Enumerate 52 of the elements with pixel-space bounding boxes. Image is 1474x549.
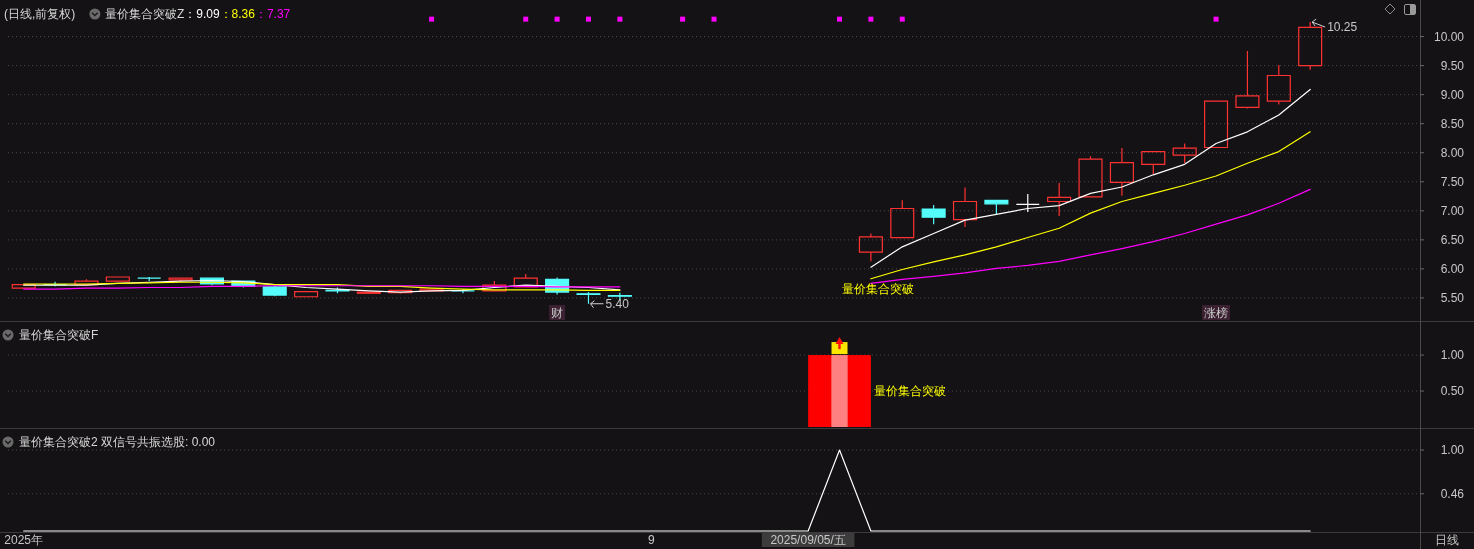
y-tick-label: 6.00 [1440, 262, 1465, 277]
annotation: 10.25 [1327, 20, 1358, 35]
candlestick [137, 276, 162, 282]
candlestick [1235, 50, 1260, 110]
y-tick-label: 1.00 [1440, 443, 1465, 458]
candlestick [168, 277, 193, 283]
y-tick-label: 0.50 [1440, 384, 1465, 399]
text: (日线,前复权) [4, 7, 76, 22]
annotation: 5.40 [605, 296, 630, 311]
text: 日线 [1435, 533, 1459, 548]
candlestick [1172, 142, 1197, 164]
y-tick-label: 9.00 [1440, 87, 1465, 102]
candlestick [921, 204, 946, 225]
annotation: 量价集合突破 [873, 384, 946, 399]
candlestick [325, 286, 350, 294]
y-tick-label: 6.50 [1440, 233, 1465, 248]
y-tick-label: 5.50 [1440, 291, 1465, 306]
candlestick [388, 289, 413, 295]
candlestick [607, 292, 632, 301]
y-tick-label: 7.00 [1440, 204, 1465, 219]
x-tick-label: 9 [647, 533, 655, 548]
candlestick [356, 291, 381, 294]
annotation: 量价集合突破 [841, 282, 914, 297]
candlestick [858, 232, 883, 262]
text: 量价集合突破F [19, 328, 99, 343]
y-tick-label: 9.50 [1440, 58, 1465, 73]
candlestick [1203, 100, 1229, 149]
candlestick [1015, 193, 1040, 213]
candlestick [984, 199, 1009, 216]
candlestick [1078, 155, 1103, 198]
candlestick [294, 290, 319, 298]
y-tick-label: 8.50 [1440, 116, 1465, 131]
candlestick [952, 186, 978, 228]
candlestick [419, 288, 444, 292]
y-tick-label: 10.00 [1433, 29, 1465, 44]
candlestick [262, 285, 287, 297]
candlestick [450, 288, 476, 294]
x-tick-label: 2025/09/05/五 [770, 533, 846, 548]
y-tick-label: 1.00 [1440, 348, 1465, 363]
candlestick [576, 291, 601, 305]
candlestick [1266, 64, 1291, 106]
candlestick [1109, 147, 1134, 197]
y-tick-label: 7.50 [1440, 174, 1465, 189]
text: 量价集合突破2 双信号共振选股: 0.00 [19, 435, 216, 450]
y-tick-label: 0.46 [1440, 486, 1465, 501]
candlestick [482, 280, 507, 292]
x-tick-label: 2025年 [4, 533, 44, 548]
candlestick [1047, 182, 1072, 217]
text: 量价集合突破Z：9.09：8.36：7.37 [104, 7, 291, 22]
candlestick [1141, 150, 1166, 175]
candlestick [890, 199, 915, 239]
y-tick-label: 8.00 [1440, 145, 1465, 160]
